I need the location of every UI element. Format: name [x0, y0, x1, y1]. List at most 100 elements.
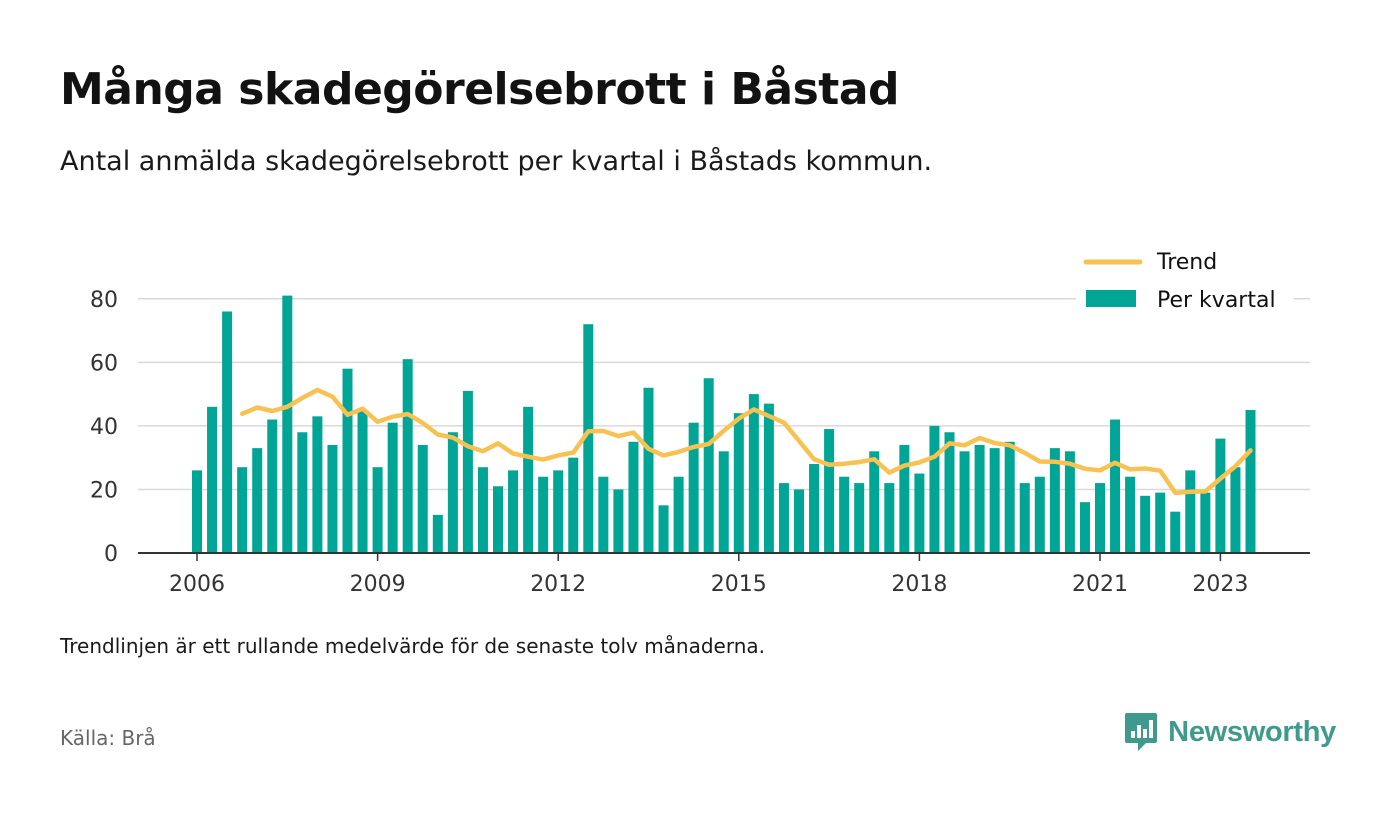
bar	[1155, 492, 1166, 553]
bar	[839, 476, 850, 553]
legend-bar-label: Per kvartal	[1157, 288, 1276, 313]
x-tick-label: 2023	[1192, 572, 1248, 597]
bar	[643, 387, 654, 553]
chart-subtitle: Antal anmälda skadegörelsebrott per kvar…	[60, 146, 933, 177]
bar	[748, 394, 759, 553]
trend-line	[239, 387, 1253, 496]
bar	[462, 390, 473, 553]
bar	[327, 444, 338, 553]
x-tick-label: 2012	[530, 572, 586, 597]
x-tick-label: 2015	[711, 572, 767, 597]
bar	[688, 422, 699, 553]
bar	[974, 444, 985, 553]
bar	[1245, 410, 1256, 553]
bar	[523, 406, 534, 553]
bar	[1064, 451, 1075, 553]
x-tick-label: 2009	[350, 572, 406, 597]
bar	[1095, 483, 1105, 553]
bar	[417, 444, 428, 553]
y-tick-label: 20	[90, 478, 118, 503]
newsworthy-logo-icon	[1125, 713, 1158, 751]
bar	[598, 476, 609, 553]
bar	[583, 324, 594, 553]
bar	[1200, 492, 1211, 553]
x-axis-ticks: 2006 2009 2012 2015 2018 2021 2023	[169, 553, 1248, 597]
y-tick-label: 40	[90, 415, 118, 440]
bar	[1170, 511, 1181, 553]
legend-trend-label: Trend	[1156, 250, 1217, 275]
bar	[658, 505, 669, 553]
bar	[959, 451, 970, 553]
bar	[1004, 441, 1015, 553]
bar	[914, 473, 925, 553]
trend-footnote: Trendlinjen är ett rullande medelvärde f…	[60, 634, 766, 658]
legend-bar-swatch	[1086, 290, 1136, 307]
bar	[703, 378, 714, 553]
bar	[628, 441, 639, 553]
bar	[282, 295, 293, 553]
x-tick-label: 2006	[169, 572, 225, 597]
y-tick-label: 60	[90, 351, 118, 376]
bar	[207, 406, 218, 553]
bar	[718, 451, 729, 553]
bar	[312, 416, 323, 553]
bar	[342, 368, 353, 553]
bar	[809, 464, 820, 553]
x-tick-label: 2021	[1072, 572, 1128, 597]
bar	[192, 470, 202, 553]
bar	[252, 448, 263, 553]
bar	[944, 432, 955, 553]
bar	[1049, 448, 1060, 553]
source-credit: Källa: Brå	[60, 726, 156, 750]
bar	[1215, 438, 1226, 553]
bar	[1079, 502, 1090, 553]
bar	[899, 444, 910, 553]
x-tick-label: 2018	[891, 572, 947, 597]
bar	[884, 483, 895, 553]
y-tick-label: 0	[104, 542, 118, 567]
bar	[854, 483, 865, 553]
bar	[613, 489, 624, 553]
bar	[869, 451, 880, 553]
bar	[989, 448, 1000, 553]
bar-series	[192, 295, 1256, 553]
chart-legend: Trend Per kvartal	[1076, 242, 1294, 320]
bar	[1185, 470, 1196, 553]
bar	[1019, 483, 1030, 553]
trend-series	[239, 387, 1253, 496]
bar	[568, 457, 579, 553]
bar	[432, 514, 443, 553]
bar	[447, 432, 458, 553]
bar	[1125, 476, 1136, 553]
newsworthy-brand: Newsworthy	[1124, 712, 1336, 752]
quarterly-bar-chart: 0 20 40 60 80 2006 2009 2012 2015 2018 2021 2023 T…	[90, 242, 1310, 597]
bar	[929, 425, 940, 553]
chart-title: Många skadegörelsebrott i Båstad	[60, 64, 900, 115]
y-axis-ticks: 0 20 40 60 80	[90, 288, 118, 567]
bar	[538, 476, 549, 553]
bar	[763, 403, 774, 553]
bar	[237, 467, 248, 553]
bar	[1110, 419, 1121, 553]
bar	[477, 467, 488, 553]
bar	[387, 422, 398, 553]
bar	[372, 467, 383, 553]
bar	[1034, 476, 1045, 553]
bar	[267, 419, 278, 553]
bar	[297, 432, 308, 553]
bar	[553, 470, 564, 553]
bar	[222, 311, 233, 553]
bar	[824, 429, 835, 553]
bar	[1230, 467, 1241, 553]
bar	[508, 470, 519, 553]
bar	[1140, 495, 1151, 553]
bar	[673, 476, 684, 553]
bar	[794, 489, 804, 553]
bar	[402, 359, 413, 553]
y-tick-label: 80	[90, 288, 118, 313]
bar	[733, 413, 744, 553]
bar	[357, 410, 368, 553]
bar	[493, 486, 503, 553]
brand-name: Newsworthy	[1168, 715, 1336, 748]
bar	[778, 483, 789, 553]
